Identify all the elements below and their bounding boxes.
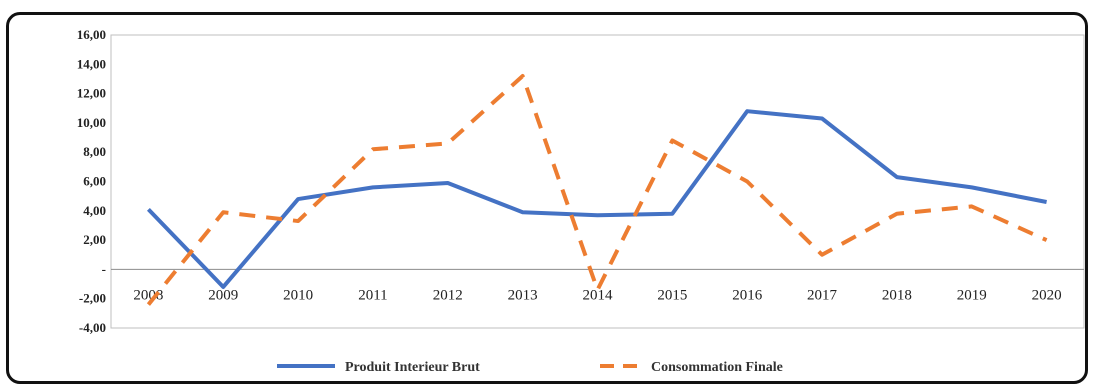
y-tick-label: 10,00 xyxy=(77,115,106,130)
x-tick-label: 2019 xyxy=(957,287,987,303)
x-tick-label: 2020 xyxy=(1032,287,1062,303)
x-tick-label: 2016 xyxy=(732,287,763,303)
series-lines xyxy=(146,74,1048,306)
y-tick-label: 14,00 xyxy=(77,56,106,71)
legend-label: Produit Interieur Brut xyxy=(345,360,480,375)
y-tick-label: -4,00 xyxy=(79,320,106,335)
x-tick-label: 2009 xyxy=(208,287,238,303)
x-tick-label: 2013 xyxy=(508,287,538,303)
series-line-consommation xyxy=(146,74,1048,306)
y-tick-label: 8,00 xyxy=(83,144,106,159)
x-tick-label: 2008 xyxy=(133,287,163,303)
axes xyxy=(110,34,1085,329)
y-tick-label: 2,00 xyxy=(83,232,106,247)
y-tick-label: -2,00 xyxy=(79,291,106,306)
legend-label: Consommation Finale xyxy=(651,360,783,375)
y-tick-label: 16,00 xyxy=(77,27,106,42)
y-tick-label: 12,00 xyxy=(77,86,106,101)
series-line-pib xyxy=(146,109,1047,289)
plot-area-border xyxy=(110,34,1085,329)
x-tick-labels: 2008 2009 2010 2011 2012 2013 2014 2015 2016 2017… xyxy=(133,287,1061,303)
x-tick-label: 2010 xyxy=(283,287,313,303)
y-tick-label: 6,00 xyxy=(83,174,106,189)
x-tick-label: 2017 xyxy=(807,287,838,303)
x-tick-label: 2012 xyxy=(433,287,463,303)
chart-frame xyxy=(6,12,1088,384)
legend: Produit Interieur Brut Consommation Final… xyxy=(277,360,783,375)
x-tick-label: 2011 xyxy=(358,287,387,303)
x-tick-label: 2014 xyxy=(583,287,614,303)
x-tick-label: 2018 xyxy=(882,287,912,303)
y-tick-labels: 16,00 14,00 12,00 10,00 8,00 6,00 4,00 2,00 - -2,… xyxy=(77,27,106,335)
y-tick-label: 4,00 xyxy=(83,203,106,218)
x-tick-label: 2015 xyxy=(657,287,687,303)
y-tick-label: - xyxy=(102,261,106,276)
